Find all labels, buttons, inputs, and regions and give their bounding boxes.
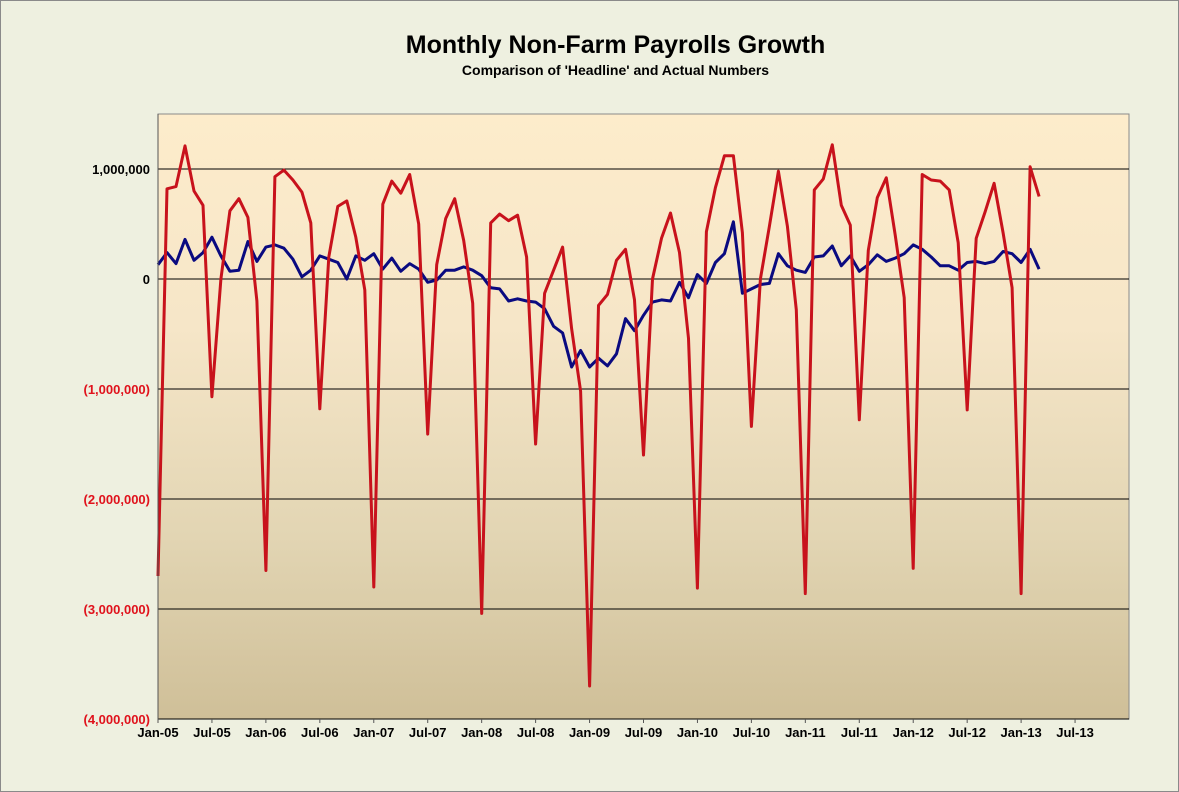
y-tick-label: 1,000,000 xyxy=(92,162,150,177)
chart-title: Monthly Non-Farm Payrolls Growth xyxy=(405,31,826,59)
x-tick-label: Jan-06 xyxy=(245,725,286,740)
x-tick-label: Jan-11 xyxy=(785,725,825,740)
plot-area xyxy=(157,113,1130,720)
x-tick-label: Jul-12 xyxy=(948,725,986,740)
x-tick-label: Jan-07 xyxy=(353,725,394,740)
x-tick-label: Jul-08 xyxy=(517,725,555,740)
x-tick-label: Jan-13 xyxy=(1001,725,1042,740)
x-tick-label: Jul-07 xyxy=(409,725,447,740)
x-tick-label: Jul-06 xyxy=(301,725,339,740)
y-tick-label: (2,000,000) xyxy=(84,492,151,507)
x-tick-label: Jan-09 xyxy=(569,725,610,740)
y-axis-labels: 1,000,000 0 (1,000,000) (2,000,000) (3,000,0… xyxy=(84,162,151,727)
x-tick-label: Jul-05 xyxy=(193,725,231,740)
series-line-actual xyxy=(156,143,1041,688)
x-tick-label: Jul-11 xyxy=(841,725,878,740)
y-tick-label: (3,000,000) xyxy=(84,602,151,617)
x-tick-label: Jan-10 xyxy=(677,725,718,740)
x-axis-labels: Jan-05 Jul-05 Jan-06 Jul-06 Jan-07 Jul-07 Jan-… xyxy=(137,719,1094,740)
x-tick-label: Jan-05 xyxy=(137,725,178,740)
series-lines xyxy=(156,143,1041,688)
x-tick-label: Jul-13 xyxy=(1056,725,1094,740)
x-tick-label: Jan-08 xyxy=(461,725,502,740)
y-tick-label: 0 xyxy=(143,272,150,287)
x-tick-label: Jul-09 xyxy=(625,725,663,740)
x-tick-label: Jul-10 xyxy=(733,725,771,740)
x-tick-label: Jan-12 xyxy=(893,725,934,740)
y-tick-label: (1,000,000) xyxy=(84,382,151,397)
chart-subtitle: Comparison of 'Headline' and Actual Numb… xyxy=(461,62,770,78)
y-tick-label: (4,000,000) xyxy=(84,712,151,727)
